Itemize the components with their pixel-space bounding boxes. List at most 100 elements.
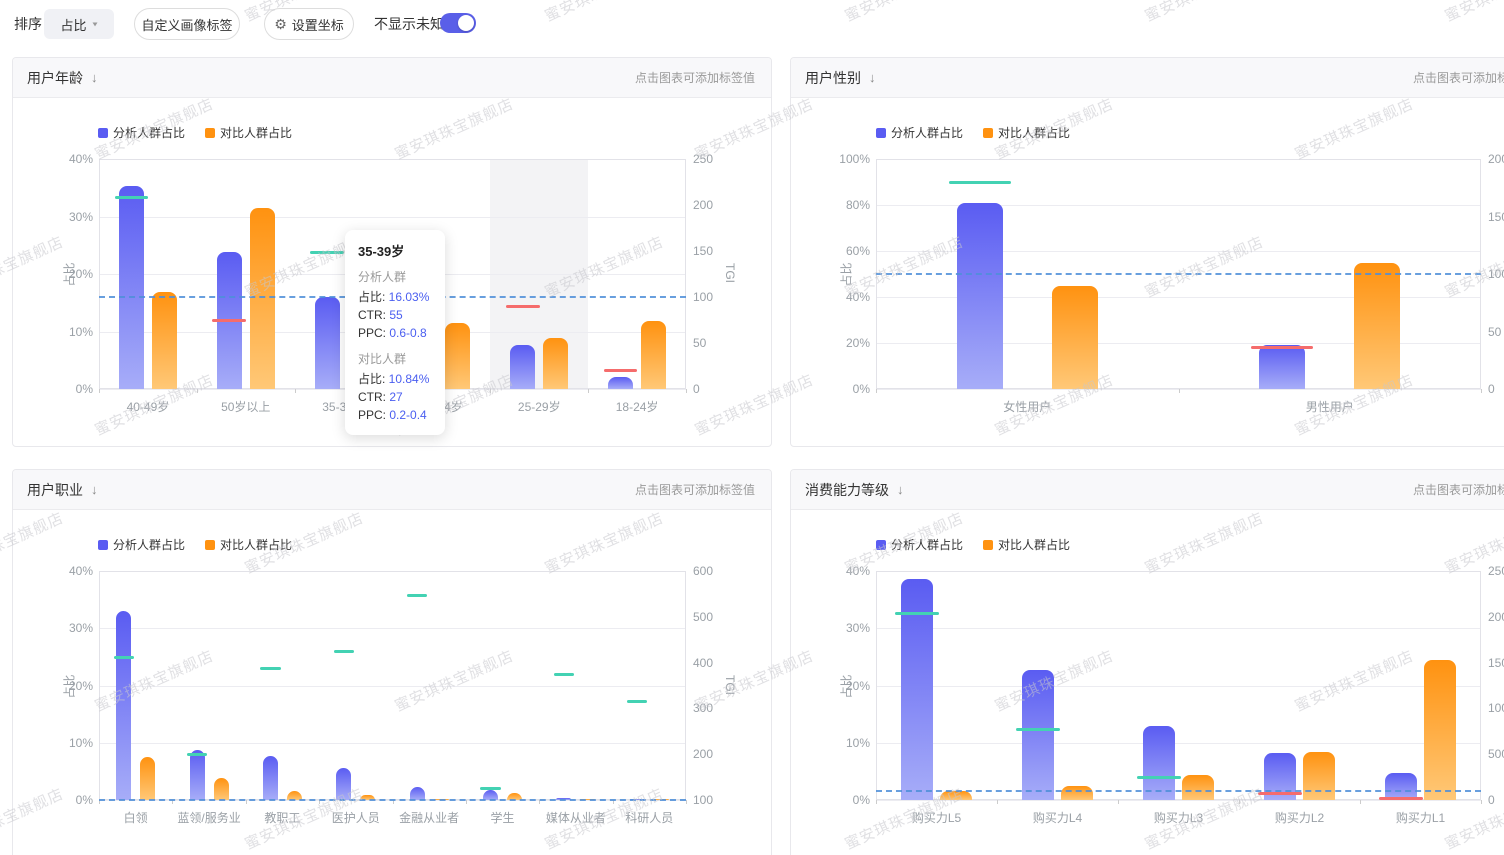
tgi-tick-mark xyxy=(1251,346,1314,350)
x-axis-category-label: 蓝领/服务业 xyxy=(177,811,241,825)
tgi-axis-tick-label: 150 xyxy=(693,244,714,258)
legend-compare[interactable]: 对比人群占比 xyxy=(205,536,292,553)
bar-compare[interactable] xyxy=(1061,786,1093,800)
bar-analysis[interactable] xyxy=(116,610,132,800)
legend-compare[interactable]: 对比人群占比 xyxy=(983,124,1070,141)
bar-compare[interactable] xyxy=(1051,285,1098,389)
gridline xyxy=(99,216,686,218)
set-axis-button[interactable]: ⚙ 设置坐标 xyxy=(264,8,354,40)
plot-border xyxy=(876,571,1481,800)
bar-analysis[interactable] xyxy=(262,756,278,800)
x-axis-category-label: 50岁以上 xyxy=(221,400,271,414)
bar-compare[interactable] xyxy=(286,791,302,800)
gridline xyxy=(876,343,1481,344)
tooltip-row: PPC: 0.2-0.4 xyxy=(358,406,432,424)
bar-compare[interactable] xyxy=(249,207,275,389)
tooltip-row: 占比: 16.03% xyxy=(358,288,432,306)
legend-analysis[interactable]: 分析人群占比 xyxy=(876,124,963,141)
custom-tag-button[interactable]: 自定义画像标签 xyxy=(134,8,240,40)
tgi-axis-tick-label: 2500 xyxy=(1488,564,1504,578)
tooltip-row-value: 0.6-0.8 xyxy=(389,326,427,340)
tgi-axis-tick-label: 500 xyxy=(1488,747,1504,762)
bar-compare[interactable] xyxy=(140,757,156,800)
x-axis-category-label: 医护人员 xyxy=(331,811,380,825)
tooltip-row-label: CTR: xyxy=(358,390,390,404)
gridline xyxy=(876,251,1481,252)
chart-plot[interactable]: 0% 10% 20% 30% 40% 100 200 300 400 500 600 占比 TGI 白领 蓝… xyxy=(13,470,771,855)
sort-direction-icon[interactable]: ↓ xyxy=(897,482,904,497)
y-axis-name: 占比 xyxy=(62,673,77,699)
bar-analysis[interactable] xyxy=(483,790,499,800)
bar-compare[interactable] xyxy=(1354,262,1401,389)
bar-analysis[interactable] xyxy=(189,750,205,800)
x-axis-tick xyxy=(997,800,998,804)
chart-tooltip: 35-39岁 分析人群 占比: 16.03% CTR: 55 PPC: 0.6-0.8… xyxy=(345,230,445,435)
x-axis-tick xyxy=(465,800,467,804)
bar-compare[interactable] xyxy=(1182,775,1214,800)
legend-analysis[interactable]: 分析人群占比 xyxy=(98,536,185,553)
gridline xyxy=(99,628,686,630)
tgi-reference-line xyxy=(99,799,686,801)
tgi-axis-name: TGI xyxy=(723,263,737,283)
x-axis-tick xyxy=(1118,800,1119,804)
bar-analysis[interactable] xyxy=(1022,670,1054,800)
bar-analysis[interactable] xyxy=(409,786,425,800)
bar-compare[interactable] xyxy=(543,338,569,389)
sort-direction-icon[interactable]: ↓ xyxy=(91,70,98,85)
tgi-axis-tick-label: 150 xyxy=(1488,209,1504,224)
chart-plot[interactable]: 0%20%40%60%80%100%050100150200占比TGI女性用户男… xyxy=(791,58,1504,446)
tgi-tick-mark xyxy=(1137,776,1181,780)
legend-compare-swatch xyxy=(205,539,216,550)
sort-direction-icon[interactable]: ↓ xyxy=(869,70,876,85)
bar-compare[interactable] xyxy=(213,778,229,800)
legend-analysis[interactable]: 分析人群占比 xyxy=(98,124,185,141)
bar-compare[interactable] xyxy=(507,792,523,800)
bar-analysis[interactable] xyxy=(118,186,144,389)
card-header: 用户年龄 ↓ 点击图表可添加标签值 xyxy=(13,58,771,98)
y-axis-tick-label: 20% xyxy=(845,678,870,693)
chart-plot[interactable]: 0%10%20%30%40%05001000150020002500占比TGI购… xyxy=(791,470,1504,855)
y-axis-tick-label: 20% xyxy=(845,336,870,350)
bar-analysis[interactable] xyxy=(901,579,933,800)
chart-card-occupation: 用户职业 ↓ 点击图表可添加标签值分析人群占比 对比人群占比 0% 10% 20% 30% 40… xyxy=(12,469,772,855)
bar-compare[interactable] xyxy=(360,795,376,800)
legend-compare-label: 对比人群占比 xyxy=(998,538,1071,552)
y-axis-tick-label: 40% xyxy=(68,564,93,578)
legend-compare[interactable]: 对比人群占比 xyxy=(983,536,1070,553)
bar-compare[interactable] xyxy=(445,323,471,389)
sort-direction-icon[interactable]: ↓ xyxy=(91,482,98,497)
bar-compare[interactable] xyxy=(940,791,972,800)
bar-analysis[interactable] xyxy=(314,296,340,389)
bar-analysis[interactable] xyxy=(956,202,1003,389)
bar-compare[interactable] xyxy=(1303,752,1335,800)
bar-analysis[interactable] xyxy=(1385,773,1417,800)
tgi-axis-tick-label: 300 xyxy=(693,701,714,716)
bar-analysis[interactable] xyxy=(510,344,536,389)
legend-analysis-label: 分析人群占比 xyxy=(891,126,964,140)
bar-analysis[interactable] xyxy=(1143,725,1175,800)
bar-compare[interactable] xyxy=(151,291,177,389)
bar-analysis[interactable] xyxy=(336,767,352,800)
legend-analysis[interactable]: 分析人群占比 xyxy=(876,536,963,553)
legend-compare[interactable]: 对比人群占比 xyxy=(205,124,292,141)
bar-analysis[interactable] xyxy=(556,797,572,800)
add-label-hint: 点击图表可添加标签值 xyxy=(1412,71,1504,85)
y-axis-tick-label: 10% xyxy=(68,324,93,339)
x-axis-tick xyxy=(1481,800,1482,804)
bar-compare[interactable] xyxy=(641,321,667,389)
hide-unknown-label: 不显示未知 xyxy=(374,16,444,32)
tooltip-row-value: 10.84% xyxy=(388,372,430,386)
tgi-tick-mark xyxy=(603,369,638,373)
bar-analysis[interactable] xyxy=(1259,345,1306,389)
tgi-tick-mark xyxy=(553,673,575,677)
tgi-axis-tick-label: 250 xyxy=(693,152,714,166)
bar-compare[interactable] xyxy=(1424,659,1456,800)
sort-select[interactable]: 占比 ▾ xyxy=(44,9,114,39)
bar-analysis[interactable] xyxy=(608,376,634,389)
chart-title: 消费能力等级 xyxy=(805,482,889,498)
y-axis-tick-label: 80% xyxy=(845,198,870,212)
card-header: 用户职业 ↓ 点击图表可添加标签值 xyxy=(13,470,771,510)
hide-unknown-toggle[interactable] xyxy=(440,13,476,33)
tgi-tick-mark xyxy=(333,650,354,654)
